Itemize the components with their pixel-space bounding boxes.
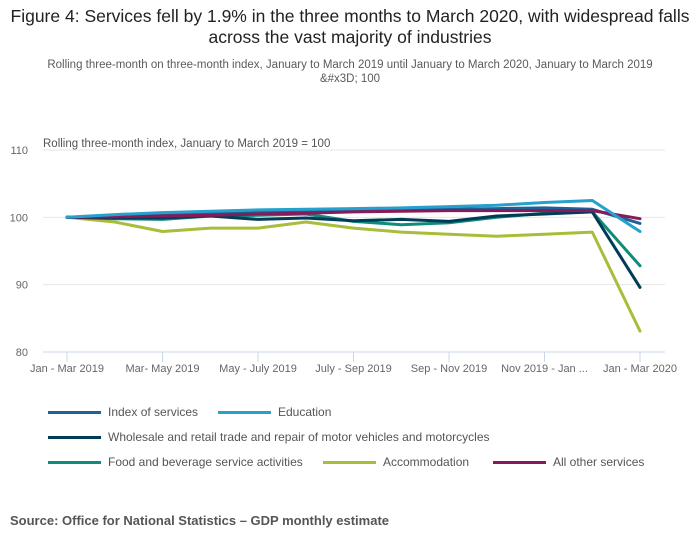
legend-label: Accommodation (383, 455, 470, 469)
legend-item-education[interactable]: Education (218, 405, 331, 419)
line-chart: 80 90 100 110 Rolling three-month index, Ja… (10, 138, 677, 375)
legend-swatch (493, 460, 546, 464)
legend-label: Food and beverage service activities (108, 455, 303, 469)
series-line-accommodation[interactable] (65, 215, 642, 333)
legend-item-food-and-beverage[interactable]: Food and beverage service activities (48, 455, 303, 469)
y-axis-ticks: 80 90 100 110 (10, 145, 28, 359)
legend-item-accommodation[interactable]: Accommodation (323, 455, 469, 469)
series-lines (65, 199, 642, 333)
y-axis-title: Rolling three-month index, January to Ma… (43, 138, 330, 150)
y-tick-label: 90 (16, 280, 28, 292)
legend-swatch (323, 460, 376, 464)
series-line-wholesale-and-retail-trade-and-repair-of-motor-vehicles-and-motorcycles[interactable] (65, 210, 642, 289)
legend-label: Education (278, 405, 332, 419)
source-note: Source: Office for National Statistics –… (10, 513, 390, 528)
x-tick-label: Jan - Mar 2019 (30, 363, 104, 375)
x-tick-label: Mar- May 2019 (126, 363, 200, 375)
legend-item-all-other-services[interactable]: All other services (493, 455, 644, 469)
legend-item-index-of-services[interactable]: Index of services (48, 405, 198, 419)
y-tick-label: 110 (10, 145, 28, 157)
series-line-education[interactable] (65, 199, 642, 233)
x-tick-label: Sep - Nov 2019 (411, 363, 487, 375)
x-tick-label: May - July 2019 (219, 363, 297, 375)
x-tick-label: Nov 2019 - Jan ... (501, 363, 588, 375)
legend-label: Index of services (108, 405, 199, 419)
x-tick-label: July - Sep 2019 (315, 363, 391, 375)
legend-swatch (218, 410, 271, 414)
chart-title: Figure 4: Services fell by 1.9% in the t… (10, 6, 690, 47)
legend-label: All other services (553, 455, 645, 469)
legend-swatch (48, 460, 101, 464)
legend-label: Wholesale and retail trade and repair of… (108, 430, 490, 444)
series-line-all-other-services[interactable] (65, 209, 642, 221)
x-axis: Jan - Mar 2019 Mar- May 2019 May - July 20… (30, 352, 677, 375)
gridlines (43, 149, 665, 353)
x-tick-label: Jan - Mar 2020 (603, 363, 677, 375)
y-tick-label: 100 (10, 212, 28, 224)
y-tick-label: 80 (16, 347, 28, 359)
legend-swatch (48, 435, 101, 439)
chart-subtitle: Rolling three-month on three-month index… (47, 59, 653, 85)
legend-item-wholesale[interactable]: Wholesale and retail trade and repair of… (48, 430, 490, 444)
legend-swatch (48, 410, 101, 414)
